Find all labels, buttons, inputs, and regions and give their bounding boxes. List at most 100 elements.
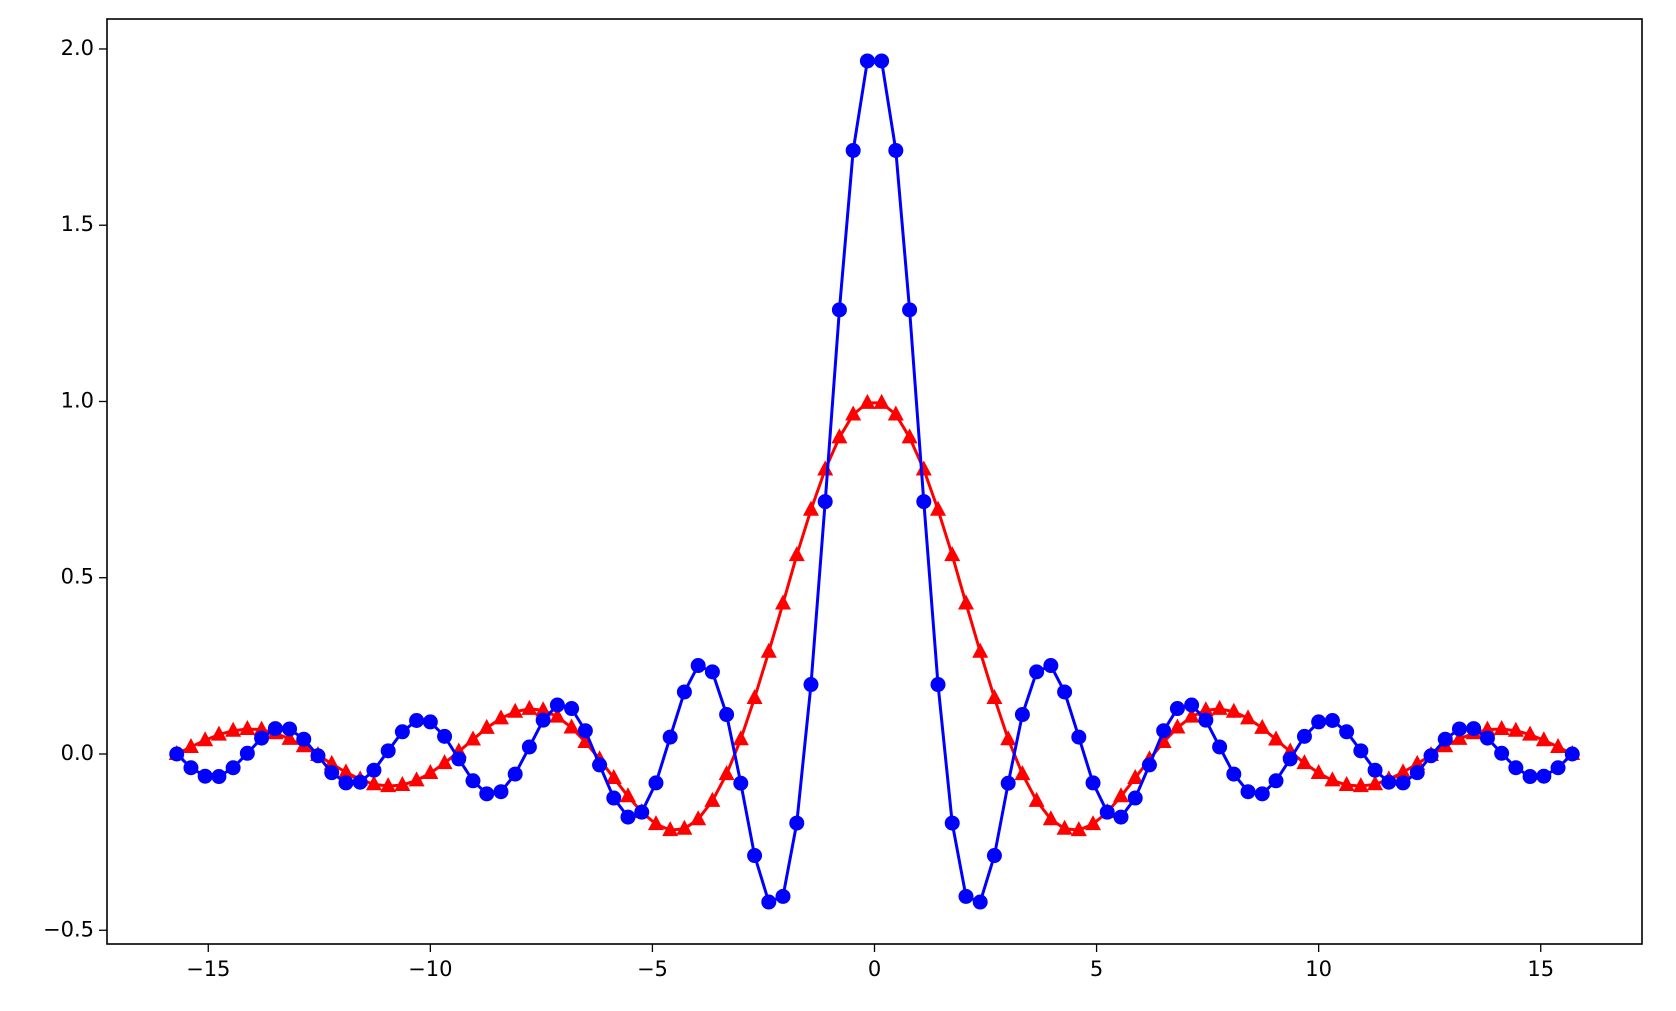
circle-marker	[761, 894, 777, 910]
triangle-marker	[662, 821, 679, 837]
circle-marker	[719, 707, 735, 723]
circle-marker	[789, 815, 805, 831]
circle-marker	[422, 714, 438, 730]
circle-marker	[1156, 723, 1172, 739]
triangle-marker	[436, 754, 453, 770]
x-tick-label: −5	[637, 957, 668, 981]
circle-marker	[394, 724, 410, 740]
circle-marker	[1522, 769, 1538, 785]
triangle-marker	[1254, 718, 1271, 734]
circle-marker	[1127, 790, 1143, 806]
triangle-marker	[535, 701, 552, 717]
circle-marker	[493, 784, 509, 800]
circle-marker	[1169, 701, 1185, 717]
triangle-marker	[915, 460, 932, 476]
triangle-marker	[831, 428, 848, 444]
triangle-marker	[1352, 777, 1369, 793]
circle-marker	[451, 751, 467, 767]
triangle-marker	[1240, 709, 1257, 725]
circle-marker	[1409, 765, 1425, 781]
circle-marker	[197, 768, 213, 784]
circle-marker	[845, 142, 861, 158]
triangle-marker	[210, 725, 227, 741]
triangle-marker	[817, 460, 834, 476]
triangle-marker	[1070, 821, 1087, 837]
circle-marker	[704, 664, 720, 680]
triangle-marker	[1522, 725, 1539, 741]
circle-marker	[1184, 697, 1200, 713]
triangle-marker	[746, 688, 763, 704]
circle-marker	[1254, 786, 1270, 802]
triangle-marker	[1395, 763, 1412, 779]
circle-marker	[169, 746, 185, 762]
triangle-marker	[1507, 721, 1524, 737]
circle-marker	[437, 728, 453, 744]
triangle-marker	[1056, 819, 1073, 835]
triangle-marker	[464, 730, 481, 746]
circle-marker	[549, 697, 565, 713]
triangle-marker	[1028, 791, 1045, 807]
circle-marker	[1014, 707, 1030, 723]
triangle-marker	[478, 718, 495, 734]
circle-marker	[1000, 775, 1016, 791]
triangle-marker	[1296, 754, 1313, 770]
circle-marker	[1113, 809, 1129, 825]
circle-marker	[1099, 804, 1115, 820]
triangle-marker	[802, 500, 819, 516]
y-tick-label: 1.5	[61, 212, 94, 236]
circle-marker	[1311, 714, 1327, 730]
circle-marker	[296, 731, 312, 747]
triangle-marker	[394, 776, 411, 792]
triangle-marker	[887, 405, 904, 421]
triangle-marker	[492, 709, 509, 725]
triangle-marker	[873, 393, 890, 409]
triangle-marker	[1183, 707, 1200, 723]
circle-marker	[479, 786, 495, 802]
circle-marker	[183, 760, 199, 776]
circle-marker	[1212, 739, 1228, 755]
triangle-marker	[690, 810, 707, 826]
circle-marker	[1029, 664, 1045, 680]
circle-marker	[1536, 768, 1552, 784]
triangle-marker	[1493, 719, 1510, 735]
triangle-marker	[605, 768, 622, 784]
circle-marker	[282, 721, 298, 737]
circle-marker	[564, 701, 580, 717]
circle-marker	[507, 766, 523, 782]
triangle-marker	[1338, 776, 1355, 792]
circle-marker	[888, 142, 904, 158]
circle-marker	[465, 773, 481, 789]
x-tick-label: −15	[186, 957, 230, 981]
circle-marker	[1479, 730, 1495, 746]
circle-marker	[1141, 757, 1157, 773]
y-tick-label: 0.0	[61, 741, 94, 765]
y-tick-label: −0.5	[43, 917, 94, 941]
y-tick-label: 2.0	[61, 36, 94, 60]
triangle-marker	[619, 787, 636, 803]
y-tick-label: 0.5	[61, 565, 94, 589]
triangle-marker	[732, 730, 749, 746]
circle-marker	[380, 743, 396, 759]
triangle-marker	[422, 764, 439, 780]
circle-marker	[409, 713, 425, 729]
circle-marker	[1437, 731, 1453, 747]
circle-marker	[1043, 658, 1059, 674]
triangle-marker	[647, 815, 664, 831]
circle-marker	[1367, 762, 1383, 778]
triangle-marker	[521, 699, 538, 715]
circle-marker	[817, 494, 833, 510]
circle-marker	[366, 762, 382, 778]
triangle-marker	[1268, 730, 1285, 746]
triangle-marker	[1042, 810, 1059, 826]
triangle-marker	[760, 642, 777, 658]
triangle-marker	[957, 594, 974, 610]
triangle-marker	[1127, 768, 1144, 784]
triangle-marker	[930, 500, 947, 516]
triangle-marker	[845, 405, 862, 421]
triangle-marker	[859, 393, 876, 409]
x-tick-label: 15	[1527, 957, 1554, 981]
series-line	[175, 59, 1574, 904]
circle-marker	[338, 775, 354, 791]
triangle-marker	[1169, 718, 1186, 734]
